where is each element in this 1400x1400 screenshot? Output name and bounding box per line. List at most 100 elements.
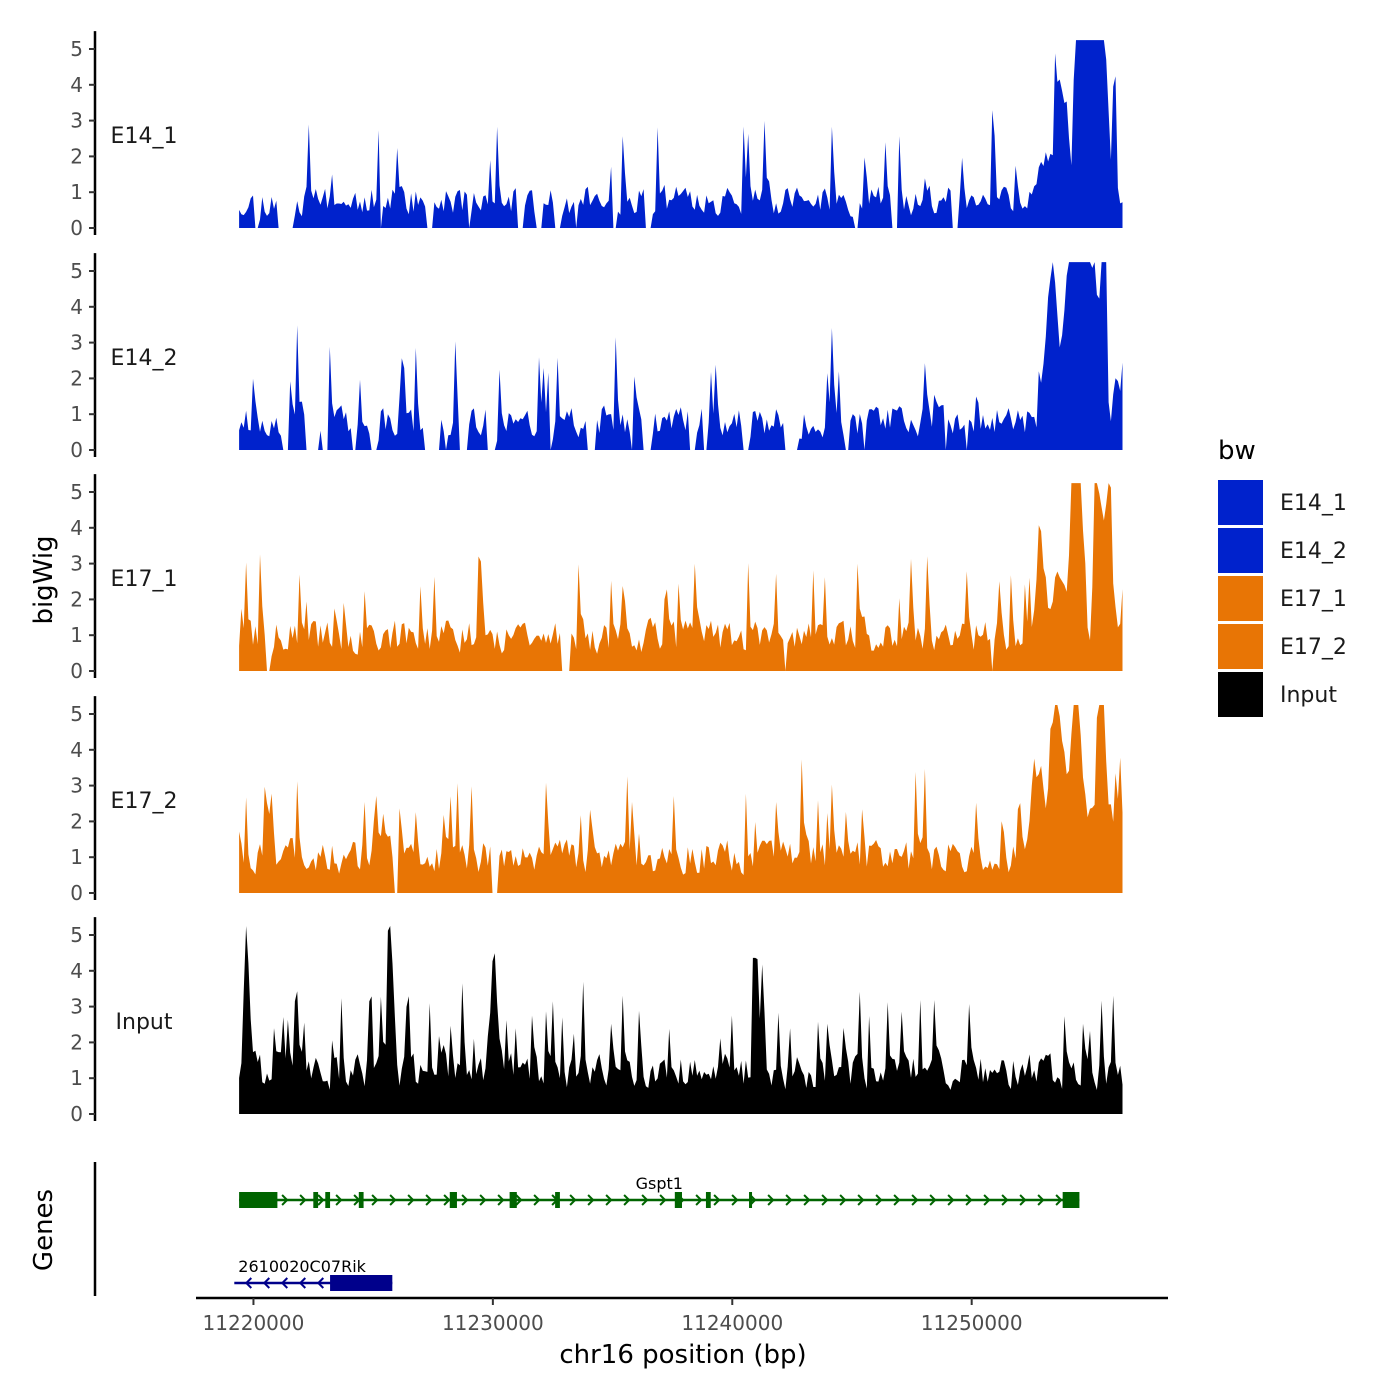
x-axis: 11220000 11230000 11240000 11250000: [196, 1296, 1168, 1335]
track-label: E17_1: [111, 567, 178, 592]
strand-chevron: [659, 1194, 667, 1206]
strand-chevron: [839, 1194, 847, 1206]
y-tick-label: 1: [70, 623, 83, 647]
genes-axis-title: Genes: [29, 1189, 59, 1271]
y-tick-label: 5: [70, 702, 83, 726]
y-tick-label: 3: [70, 552, 83, 576]
y-tick-label: 4: [70, 73, 83, 97]
x-tick-label: 11250000: [921, 1311, 1023, 1335]
strand-chevron: [857, 1194, 865, 1206]
y-tick-label: 4: [70, 738, 83, 762]
strand-chevron: [1019, 1194, 1027, 1206]
y-tick-label: 0: [70, 1102, 83, 1126]
strand-chevron: [983, 1194, 991, 1206]
strand-chevron: [587, 1194, 595, 1206]
track-e14-1: 0 1 2 3 4 5 E14_1: [70, 31, 1123, 240]
strand-chevron: [244, 1277, 253, 1289]
strand-chevron: [389, 1194, 397, 1206]
y-tick-label: 2: [70, 1030, 83, 1054]
strand-chevron: [875, 1194, 883, 1206]
x-tick-label: 11240000: [681, 1311, 783, 1335]
y-tick-label: 5: [70, 259, 83, 283]
gene-exon: [325, 1192, 331, 1208]
bigwig-tracks: 0 1 2 3 4 5 E14_1 0 1 2 3 4 5 E14_2 0 1 2 3 4 5 E17_1 0 1 2 3 4 5 E…: [70, 31, 1123, 1126]
signal-area: [239, 926, 1123, 1114]
legend-swatch: [1218, 480, 1263, 525]
strand-chevron: [623, 1194, 631, 1206]
y-tick-label: 1: [70, 402, 83, 426]
strand-chevron: [533, 1194, 541, 1206]
strand-chevron: [335, 1194, 343, 1206]
gene-gspt1: Gspt1: [239, 1174, 1080, 1208]
y-tick-label: 2: [70, 809, 83, 833]
strand-chevron: [1055, 1194, 1063, 1206]
y-tick-label: 4: [70, 295, 83, 319]
x-axis-title: chr16 position (bp): [559, 1340, 806, 1370]
signal-area: [239, 262, 1123, 450]
gene-exon: [749, 1192, 753, 1208]
strand-chevron: [262, 1277, 271, 1289]
strand-chevron: [893, 1194, 901, 1206]
strand-chevron: [947, 1194, 955, 1206]
gene-exon: [313, 1192, 319, 1208]
strand-chevron: [821, 1194, 829, 1206]
y-tick-label: 3: [70, 995, 83, 1019]
gene-2610020c07rik: 2610020C07Rik: [234, 1257, 393, 1291]
legend-label: Input: [1280, 683, 1337, 708]
strand-chevron: [713, 1194, 721, 1206]
strand-chevron: [407, 1194, 415, 1206]
strand-chevron: [317, 1194, 325, 1206]
strand-chevron: [929, 1194, 937, 1206]
gene-exon: [449, 1192, 457, 1208]
genes-track: Gspt1 2610020C07Rik: [93, 1162, 1080, 1296]
gene-label: Gspt1: [636, 1174, 683, 1193]
strand-chevron: [767, 1194, 775, 1206]
strand-chevron: [280, 1277, 289, 1289]
y-tick-label: 0: [70, 659, 83, 683]
track-e17-2: 0 1 2 3 4 5 E17_2: [70, 696, 1123, 905]
gene-exon: [674, 1192, 682, 1208]
track-label: Input: [116, 1010, 173, 1035]
strand-chevron: [911, 1194, 919, 1206]
strand-chevron: [479, 1194, 487, 1206]
gene-label: 2610020C07Rik: [238, 1257, 366, 1276]
signal-area: [239, 483, 1123, 671]
y-tick-label: 4: [70, 959, 83, 983]
gene-exon: [509, 1192, 517, 1208]
gene-exon: [705, 1192, 711, 1208]
legend-swatch: [1218, 576, 1263, 621]
track-input: 0 1 2 3 4 5 Input: [70, 917, 1123, 1126]
legend-label: E17_2: [1280, 635, 1347, 660]
strand-chevron: [316, 1277, 325, 1289]
legend-title: bw: [1218, 436, 1256, 466]
y-tick-label: 5: [70, 37, 83, 61]
strand-chevron: [497, 1194, 505, 1206]
y-tick-label: 3: [70, 109, 83, 133]
strand-chevron: [281, 1194, 289, 1206]
legend-swatch: [1218, 672, 1263, 717]
track-label: E17_2: [111, 789, 178, 814]
strand-chevron: [731, 1194, 739, 1206]
strand-chevron: [965, 1194, 973, 1206]
y-tick-label: 4: [70, 516, 83, 540]
strand-chevron: [695, 1194, 703, 1206]
strand-chevron: [425, 1194, 433, 1206]
gene-exon: [1062, 1192, 1080, 1208]
gene-exon: [330, 1275, 393, 1291]
track-e17-1: 0 1 2 3 4 5 E17_1: [70, 474, 1123, 683]
strand-chevron: [515, 1194, 523, 1206]
strand-chevron: [443, 1194, 451, 1206]
track-label: E14_1: [111, 124, 178, 149]
strand-chevron: [298, 1277, 307, 1289]
legend-swatch: [1218, 624, 1263, 669]
y-tick-label: 2: [70, 366, 83, 390]
strand-chevron: [1037, 1194, 1045, 1206]
track-e14-2: 0 1 2 3 4 5 E14_2: [70, 253, 1123, 462]
y-tick-label: 3: [70, 331, 83, 355]
x-tick-label: 11220000: [203, 1311, 305, 1335]
strand-chevron: [605, 1194, 613, 1206]
legend: bw E14_1 E14_2 E17_1 E17_2 Input: [1218, 436, 1347, 717]
track-label: E14_2: [111, 346, 178, 371]
y-tick-label: 2: [70, 587, 83, 611]
